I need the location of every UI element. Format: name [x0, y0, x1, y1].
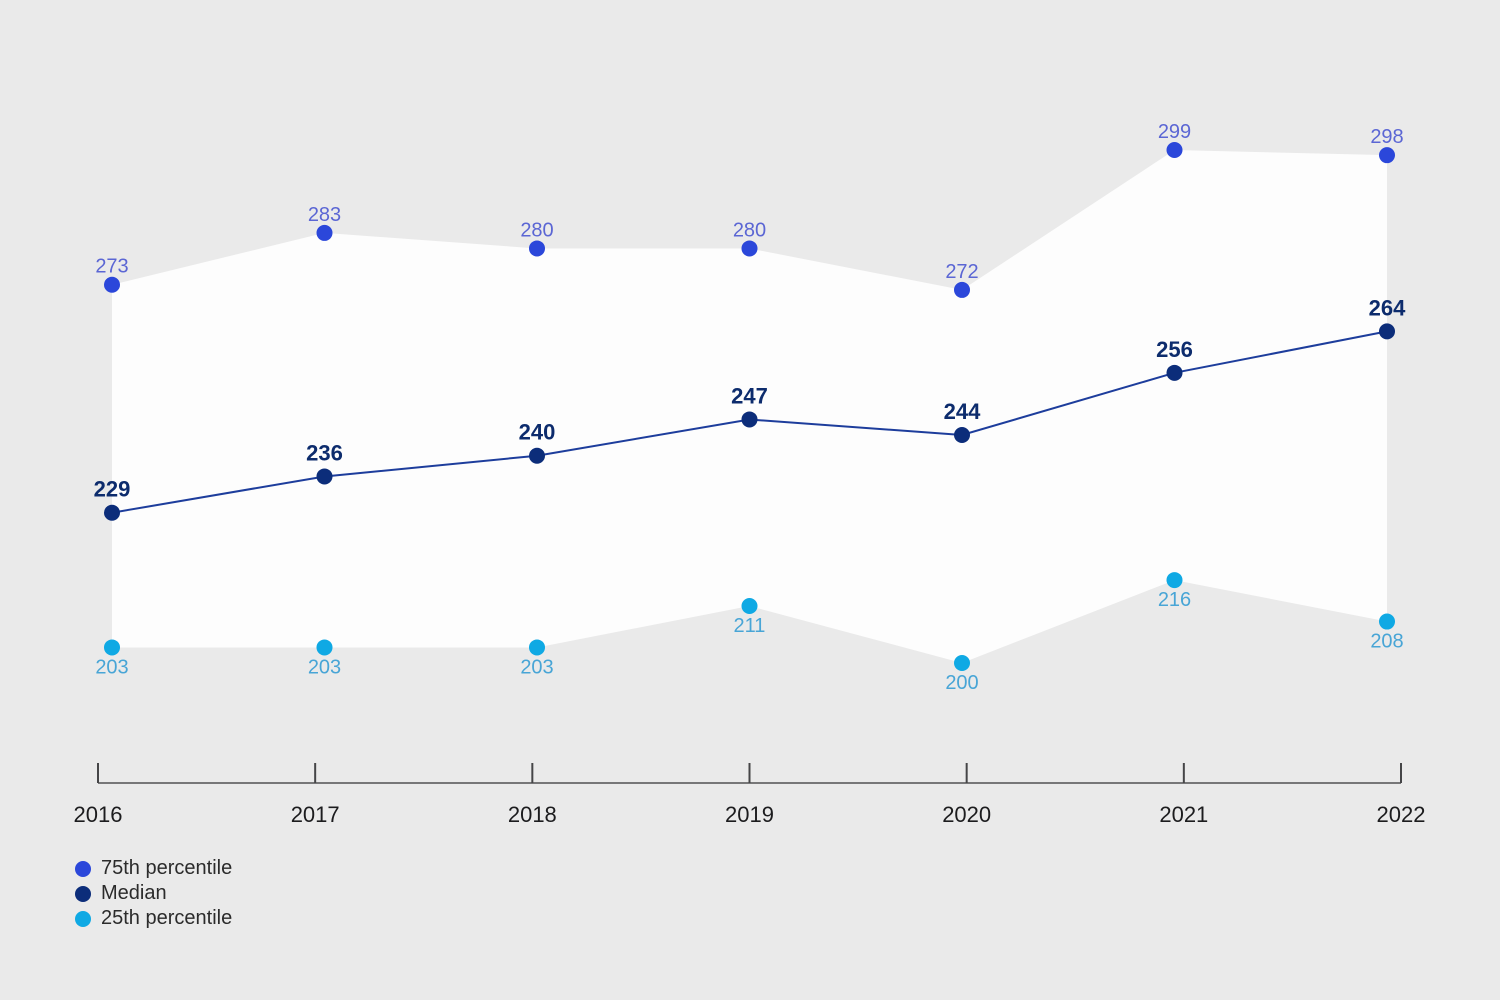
median-value-label: 229 [94, 477, 131, 502]
p75-point [529, 240, 545, 257]
x-axis-label: 2021 [1159, 802, 1208, 827]
p75-point [104, 276, 120, 293]
p25-point [316, 639, 333, 656]
p25-value-label: 203 [520, 656, 553, 678]
x-axis-label: 2020 [942, 802, 991, 827]
p75-point [316, 224, 333, 241]
p25-value-label: 216 [1158, 589, 1191, 611]
median-value-label: 247 [731, 383, 768, 408]
p75-point [954, 281, 970, 298]
p75-point [741, 240, 758, 257]
median-point [1379, 323, 1395, 340]
median-value-label: 256 [1156, 337, 1193, 362]
p25-value-label: 203 [95, 656, 128, 678]
p75-value-label: 273 [95, 256, 128, 278]
p25-point [1166, 572, 1183, 589]
legend-item-median: Median [75, 881, 232, 906]
median-point [741, 411, 758, 428]
legend-item-p25: 25th percentile [75, 906, 232, 931]
x-axis-label: 2018 [508, 802, 557, 827]
p75-value-label: 283 [308, 204, 341, 226]
legend-dot-p25-icon [75, 910, 91, 927]
median-point [104, 504, 120, 521]
median-point [1166, 364, 1183, 381]
legend-label-median: Median [101, 882, 167, 904]
median-value-label: 236 [306, 440, 343, 465]
legend-dot-p75-icon [75, 860, 91, 877]
p25-point [1379, 613, 1395, 630]
p75-point [1379, 147, 1395, 164]
legend-dot-median-icon [75, 885, 91, 902]
x-axis-label: 2016 [74, 802, 123, 827]
median-point [529, 447, 545, 464]
p25-value-label: 200 [945, 672, 978, 694]
median-value-label: 244 [944, 399, 981, 424]
p25-value-label: 211 [734, 615, 766, 637]
x-axis-label: 2022 [1377, 802, 1426, 827]
median-value-label: 264 [1369, 295, 1406, 320]
p25-point [104, 639, 120, 656]
p25-point [954, 654, 970, 671]
p75-value-label: 272 [945, 261, 978, 283]
median-point [316, 468, 333, 485]
median-point [954, 426, 970, 443]
p75-value-label: 298 [1370, 126, 1403, 148]
p75-value-label: 280 [733, 219, 766, 241]
x-axis-label: 2019 [725, 802, 774, 827]
legend-item-p75: 75th percentile [75, 856, 232, 881]
p25-value-label: 208 [1370, 631, 1403, 653]
p25-value-label: 203 [308, 656, 341, 678]
p25-point [741, 597, 758, 614]
p25-point [529, 639, 545, 656]
p75-point [1166, 142, 1183, 158]
percentile-band-area [112, 150, 1387, 663]
median-value-label: 240 [519, 420, 556, 445]
x-axis-label: 2017 [291, 802, 340, 827]
p75-value-label: 299 [1158, 121, 1191, 143]
p75-value-label: 280 [520, 219, 553, 241]
legend-label-p75: 75th percentile [101, 857, 233, 879]
legend-label-p25: 25th percentile [101, 907, 233, 929]
chart-legend: 75th percentile Median 25th percentile [75, 856, 232, 931]
